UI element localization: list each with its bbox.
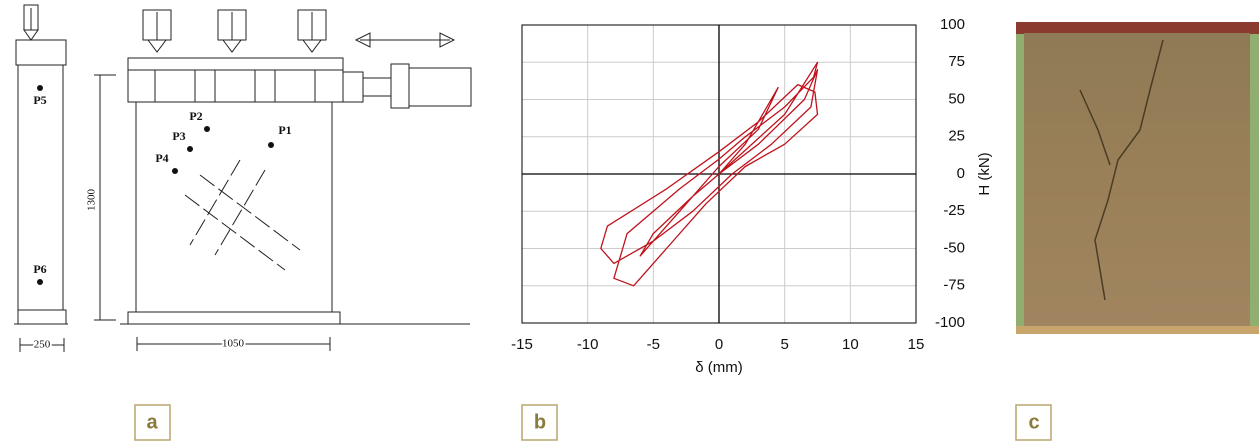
drawing-part [127,69,344,103]
x-tick-label: -10 [577,336,599,353]
drawing-part [135,101,333,313]
drawing-part [302,39,322,53]
panel-label: b [534,411,546,433]
photo-top [1016,22,1259,34]
point-label: P2 [189,109,202,123]
point-label: P5 [33,93,46,107]
drawing-part [136,337,331,351]
specimen-drawing [14,4,472,352]
label-box [521,404,558,441]
dimension: 1050 [222,338,245,350]
drawing-part [37,85,43,91]
crack [1079,39,1164,301]
drawing-part [19,338,65,352]
drawing-part [94,74,116,321]
y-axis-label: H (kN) [976,152,993,195]
y-tick-label: -50 [943,239,965,256]
drawing-part [154,69,196,103]
x-axis-label: δ (mm) [695,359,743,376]
y-tick-label: -100 [935,314,965,331]
drawing-part [204,126,210,132]
wall [1024,33,1250,329]
x-tick-label: 0 [715,336,723,353]
y-tick-label: 0 [957,165,965,182]
label-box [1015,404,1052,441]
drawing-part [268,142,274,148]
y-tick-label: 25 [948,128,965,145]
drawing-part [214,69,256,103]
drawing-part [147,39,167,53]
drawing-part [15,39,67,66]
dimension: 250 [34,339,51,351]
panel-label: a [146,411,158,433]
x-tick-label: -15 [511,336,533,353]
drawing-part [23,29,39,41]
drawing-part [37,279,43,285]
point-label: P3 [172,129,185,143]
drawing-part [408,67,472,107]
dimension: 1300 [86,189,98,212]
photo [1016,22,1259,334]
panel-label: c [1028,411,1039,433]
x-tick-label: 5 [780,336,788,353]
point-label: P6 [33,262,46,276]
y-tick-label: -75 [943,277,965,294]
drawing-part [354,32,456,48]
drawing-part [362,77,392,97]
drawing-part [17,309,67,325]
drawing-part [172,168,178,174]
y-tick-label: 100 [940,16,965,33]
point-label: P1 [278,123,291,137]
panel-labels: a b c [134,404,1052,441]
drawing-part [342,71,364,103]
y-tick-label: 50 [948,90,965,107]
drawing-part [187,146,193,152]
drawing-part [184,159,301,271]
drawing-part [127,57,344,71]
x-tick-label: 15 [908,336,925,353]
photo-base [1016,326,1259,334]
y-tick-label: 75 [948,53,965,70]
x-tick-label: -5 [647,336,660,353]
hysteresis-line [600,61,819,287]
x-tick-label: 10 [842,336,859,353]
point-label: P4 [155,151,168,165]
plot-frame [521,24,917,324]
drawing-part [127,311,341,325]
y-tick-label: -25 [943,202,965,219]
drawing-part [390,63,410,109]
drawing-part [142,9,327,53]
drawing-part [274,69,316,103]
label-box [134,404,171,441]
drawing-part [222,39,242,53]
